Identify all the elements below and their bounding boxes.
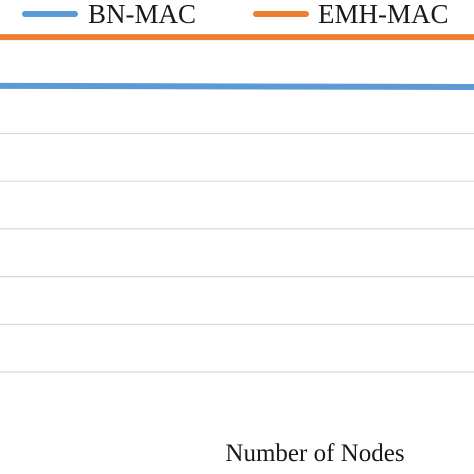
series-line-emh-mac bbox=[0, 34, 474, 41]
series-lines bbox=[0, 34, 474, 90]
x-axis-title: Number of Nodes bbox=[225, 440, 404, 467]
legend: BN-MAC EMH-MAC bbox=[22, 0, 449, 29]
legend-label-emh-mac: EMH-MAC bbox=[318, 0, 449, 29]
legend-label-bn-mac: BN-MAC bbox=[88, 0, 196, 29]
series-line-bn-mac bbox=[0, 82, 474, 90]
x-axis-ticks: 020304050607080 bbox=[0, 399, 474, 426]
